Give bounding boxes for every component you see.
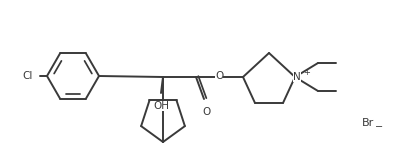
Text: Cl: Cl: [23, 71, 33, 81]
Text: −: −: [375, 122, 383, 132]
Text: OH: OH: [153, 101, 169, 111]
Text: Br: Br: [362, 118, 374, 128]
Text: O: O: [215, 71, 223, 81]
Text: O: O: [202, 107, 210, 117]
Text: N: N: [293, 72, 301, 82]
Text: +: +: [303, 67, 310, 76]
